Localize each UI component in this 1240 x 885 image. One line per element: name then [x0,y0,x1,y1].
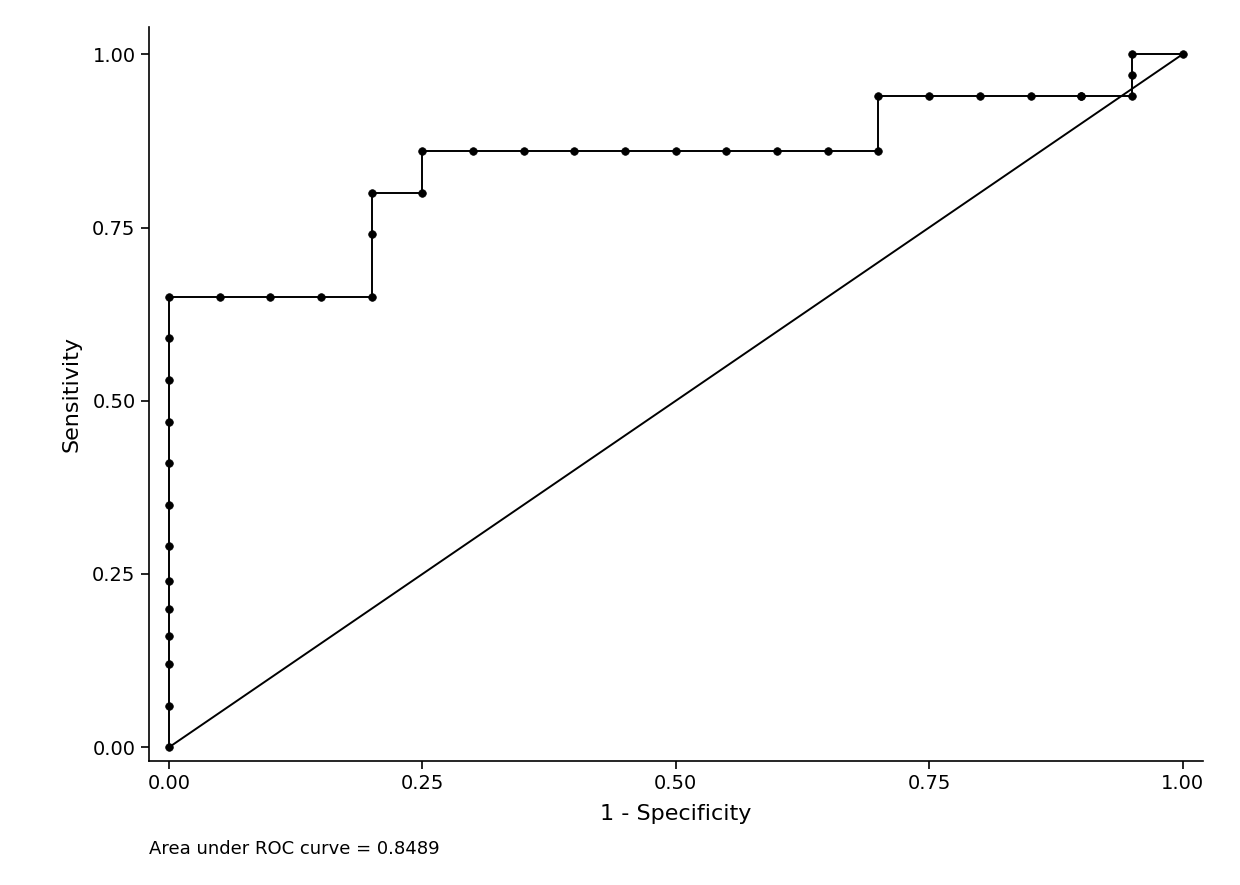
Text: Area under ROC curve = 0.8489: Area under ROC curve = 0.8489 [149,841,439,858]
Y-axis label: Sensitivity: Sensitivity [61,335,81,452]
X-axis label: 1 - Specificity: 1 - Specificity [600,804,751,825]
